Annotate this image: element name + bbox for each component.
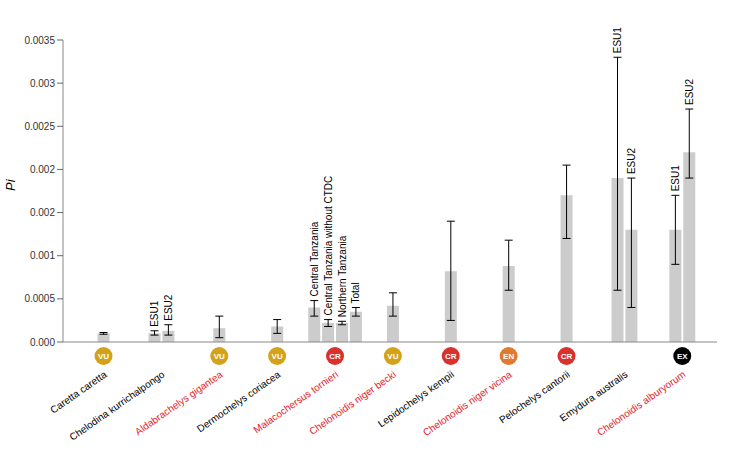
svg-text:CR: CR — [445, 352, 457, 361]
svg-text:0.001: 0.001 — [30, 250, 55, 261]
svg-text:Chelonoidis niger vicina: Chelonoidis niger vicina — [421, 368, 514, 438]
svg-text:ESU2: ESU2 — [163, 294, 174, 321]
svg-text:VU: VU — [272, 352, 283, 361]
svg-text:Chelonoidis niger becki: Chelonoidis niger becki — [307, 368, 398, 437]
svg-text:Lepidochelys kempii: Lepidochelys kempii — [375, 368, 456, 430]
svg-text:Central Tanzania without CTDC: Central Tanzania without CTDC — [323, 176, 334, 316]
svg-text:0.002: 0.002 — [30, 164, 55, 175]
svg-text:VU: VU — [98, 352, 109, 361]
svg-text:0.0025: 0.0025 — [24, 121, 55, 132]
svg-text:EX: EX — [677, 352, 688, 361]
svg-text:CR: CR — [561, 352, 573, 361]
svg-text:Northern Tanzania: Northern Tanzania — [337, 235, 348, 317]
svg-text:Chelonoidis alburyorum: Chelonoidis alburyorum — [595, 369, 687, 438]
svg-text:0.0005: 0.0005 — [24, 293, 55, 304]
svg-text:0.000: 0.000 — [30, 337, 55, 348]
svg-text:Central Tanzania: Central Tanzania — [309, 221, 320, 296]
svg-text:EN: EN — [503, 352, 514, 361]
svg-text:ESU2: ESU2 — [684, 78, 695, 105]
svg-text:VU: VU — [214, 352, 225, 361]
svg-text:ESU2: ESU2 — [626, 147, 637, 174]
svg-text:Malacochersus tornieri: Malacochersus tornieri — [251, 368, 341, 436]
svg-text:Chelodina kurrichalpongo: Chelodina kurrichalpongo — [67, 368, 167, 442]
svg-text:0.002: 0.002 — [30, 207, 55, 218]
svg-text:Pi: Pi — [3, 178, 18, 191]
svg-text:Total: Total — [350, 282, 361, 303]
svg-text:ESU1: ESU1 — [612, 27, 623, 54]
svg-text:Aldabrachelys gigantea: Aldabrachelys gigantea — [132, 368, 225, 438]
svg-text:ESU1: ESU1 — [670, 165, 681, 192]
svg-text:Pelochelys cantorii: Pelochelys cantorii — [497, 368, 572, 426]
svg-text:Dermochelys coriacea: Dermochelys coriacea — [194, 368, 283, 435]
svg-text:VU: VU — [387, 352, 398, 361]
svg-text:0.0035: 0.0035 — [24, 35, 55, 46]
svg-text:0.003: 0.003 — [30, 78, 55, 89]
svg-text:ESU1: ESU1 — [149, 300, 160, 327]
svg-text:CR: CR — [329, 352, 341, 361]
svg-text:Emydura australis: Emydura australis — [557, 368, 630, 424]
svg-text:Caretta caretta: Caretta caretta — [48, 368, 109, 415]
